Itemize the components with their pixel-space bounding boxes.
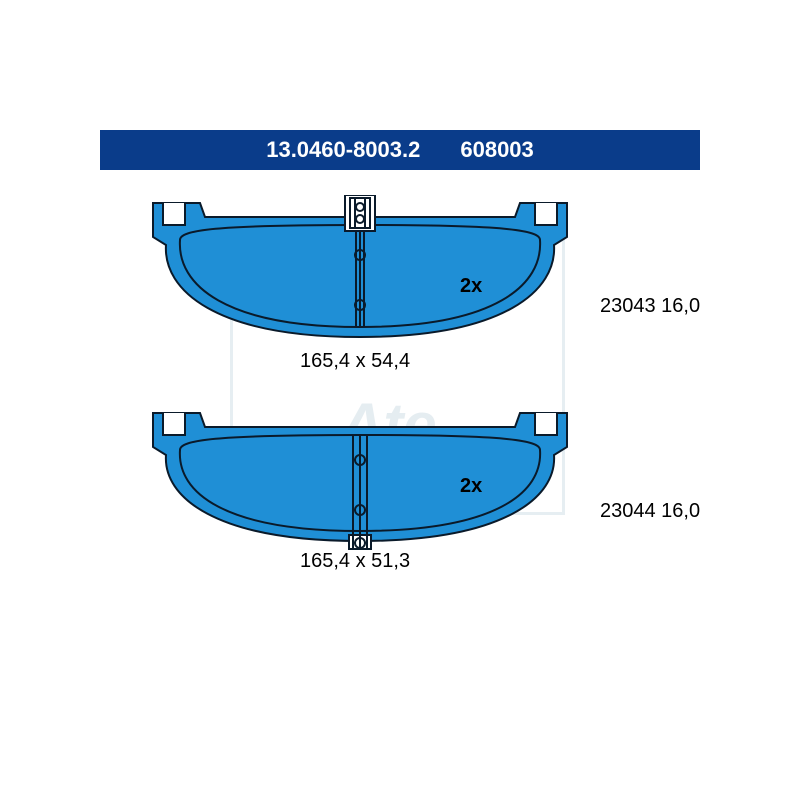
pad-top-dimensions: 165,4 x 54,4: [300, 350, 410, 373]
brake-pad-bottom: [145, 405, 575, 555]
pad-bottom-quantity: 2x: [460, 475, 482, 498]
pad-top-side-code: 23043 16,0: [600, 295, 700, 318]
brake-pad-top: [145, 195, 575, 350]
header-bar: 13.0460-8003.2 608003: [100, 130, 700, 170]
part-number: 13.0460-8003.2: [266, 137, 420, 163]
item-code: 608003: [460, 137, 533, 163]
diagram-canvas: 13.0460-8003.2 608003 Ate 2x 165,4 x 54,…: [0, 0, 800, 800]
pad-top-quantity: 2x: [460, 275, 482, 298]
pad-bottom-side-code: 23044 16,0: [600, 500, 700, 523]
pad-bottom-dimensions: 165,4 x 51,3: [300, 550, 410, 573]
